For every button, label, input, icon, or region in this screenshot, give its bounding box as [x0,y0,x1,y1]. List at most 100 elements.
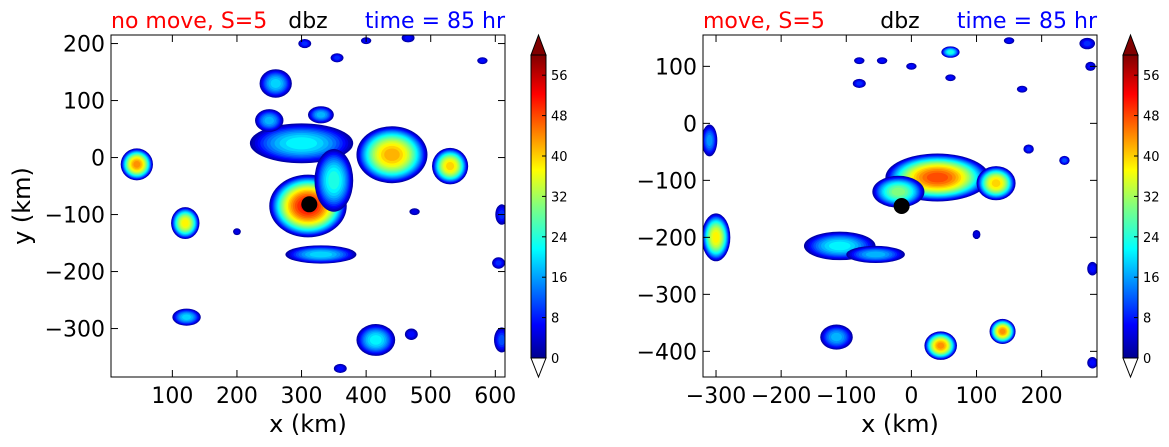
right-title-variable: dbz [880,9,919,34]
left-title-case: no move, S=5 [111,9,267,34]
right-colorbar-tick-label: 56 [1143,69,1160,84]
right-echo-cell [945,74,956,82]
right-echo-cell [1059,155,1070,165]
left-echo-cell [330,53,344,63]
right-echo-cell [852,78,866,89]
right-echo-contour [974,231,979,238]
right-echo-cell [1023,144,1034,154]
right-echo-contour [856,58,862,63]
left-y-tick-label: −300 [45,318,105,343]
left-echo-contour [384,148,400,161]
right-echo-contour [1062,158,1067,163]
right-echo-contour [991,179,1001,188]
left-x-tick-label: 600 [474,384,516,409]
left-colorbar-tick-label: 24 [551,231,568,246]
right-echo-cell [876,57,888,65]
left-colorbar-tick-label: 48 [551,110,568,125]
left-x-tick-label: 300 [281,384,323,409]
left-echo-contour [133,160,141,168]
left-x-axis-label: x (km) [269,410,347,438]
right-echo-contour [891,187,906,196]
left-echo-contour [270,78,281,88]
right-x-tick-label: −200 [751,384,811,409]
right-echo-contour [879,58,885,63]
left-echo-cell [333,363,347,374]
right-echo-cell [1003,37,1015,45]
right-colorbar: 0 8 16 24 32 40 48 56 [1122,33,1160,379]
right-echo-contour [908,64,915,69]
left-echo-contour [404,35,412,41]
right-y-tick-label: −300 [637,283,697,308]
left-plot-frame [110,34,506,378]
left-echo-cell [401,35,415,43]
left-colorbar: 0 8 16 24 32 40 48 56 [530,33,568,379]
left-echo-cell [285,245,357,264]
right-echo-contour [831,332,842,342]
right-colorbar-tick-label: 32 [1143,190,1160,205]
right-echo-contour [999,328,1006,335]
right-echo-contour [1083,41,1091,47]
left-echo-cell [314,149,354,212]
left-echo-cell [171,207,200,240]
left-echo-contour [316,111,326,118]
left-echo-contour [495,260,502,266]
right-echo-cell [972,229,981,240]
left-echo-cell [233,228,241,236]
right-echo-cell [1016,85,1028,93]
right-y-tick-label: 100 [655,55,697,80]
right-echo-contour [1019,87,1025,91]
right-echo-contour [712,231,720,243]
right-colorbar-extend-max [1122,33,1139,56]
right-echo-cell [846,245,905,263]
left-echo-cell [255,109,284,132]
left-colorbar-tick-label: 8 [551,312,559,327]
left-echo-cell [356,323,396,356]
right-echo-contour [926,172,949,183]
left-echo-contour [411,209,418,214]
left-echo-field [120,35,505,374]
left-x-tick-label: 400 [345,384,387,409]
right-y-tick-label: 0 [683,112,697,137]
left-colorbar-tick-label: 56 [551,69,568,84]
left-colorbar-extend-max [530,33,547,56]
right-colorbar-tick-label: 40 [1143,150,1160,165]
left-x-tick-label: 500 [410,384,452,409]
left-echo-contour [182,219,189,227]
left-echo-contour [479,58,485,63]
right-title-case: move, S=5 [703,9,825,34]
right-echo-contour [828,241,851,251]
left-echo-contour [264,116,274,125]
left-echo-cell [404,328,418,340]
left-echo-contour [182,314,192,320]
left-y-tick-label: −100 [45,204,105,229]
right-echo-cell [924,331,957,360]
right-echo-contour [865,251,886,258]
right-title-time: time = 85 hr [957,9,1098,34]
right-echo-contour [937,342,945,349]
right-echo-contour [1026,146,1031,152]
left-echo-cell [308,106,334,124]
left-echo-contour [446,162,455,171]
left-panel: no move, S=5 dbz time = 85 hr 100 200 300 4… [8,9,568,438]
right-echo-contour [947,50,954,54]
right-echo-cell [989,318,1016,344]
right-colorbar-tick-label: 16 [1143,271,1160,286]
left-echo-cell [409,208,420,216]
left-echo-cell [492,257,505,269]
left-x-tick-label: 200 [216,384,258,409]
right-storm-center-marker [893,198,910,214]
right-y-tick-label: −100 [637,169,697,194]
left-echo-cell [494,327,505,353]
left-echo-cell [120,148,153,181]
right-echo-cell [854,57,865,65]
right-echo-cell [872,175,925,208]
left-title-time: time = 85 hr [365,9,506,34]
right-x-tick-label: 0 [904,384,918,409]
left-y-tick-label: −200 [45,261,105,286]
left-colorbar-tick-label: 16 [551,271,568,286]
right-y-tick-label: −200 [637,226,697,251]
left-colorbar-extend-min [530,357,547,379]
right-echo-cell [703,213,731,262]
